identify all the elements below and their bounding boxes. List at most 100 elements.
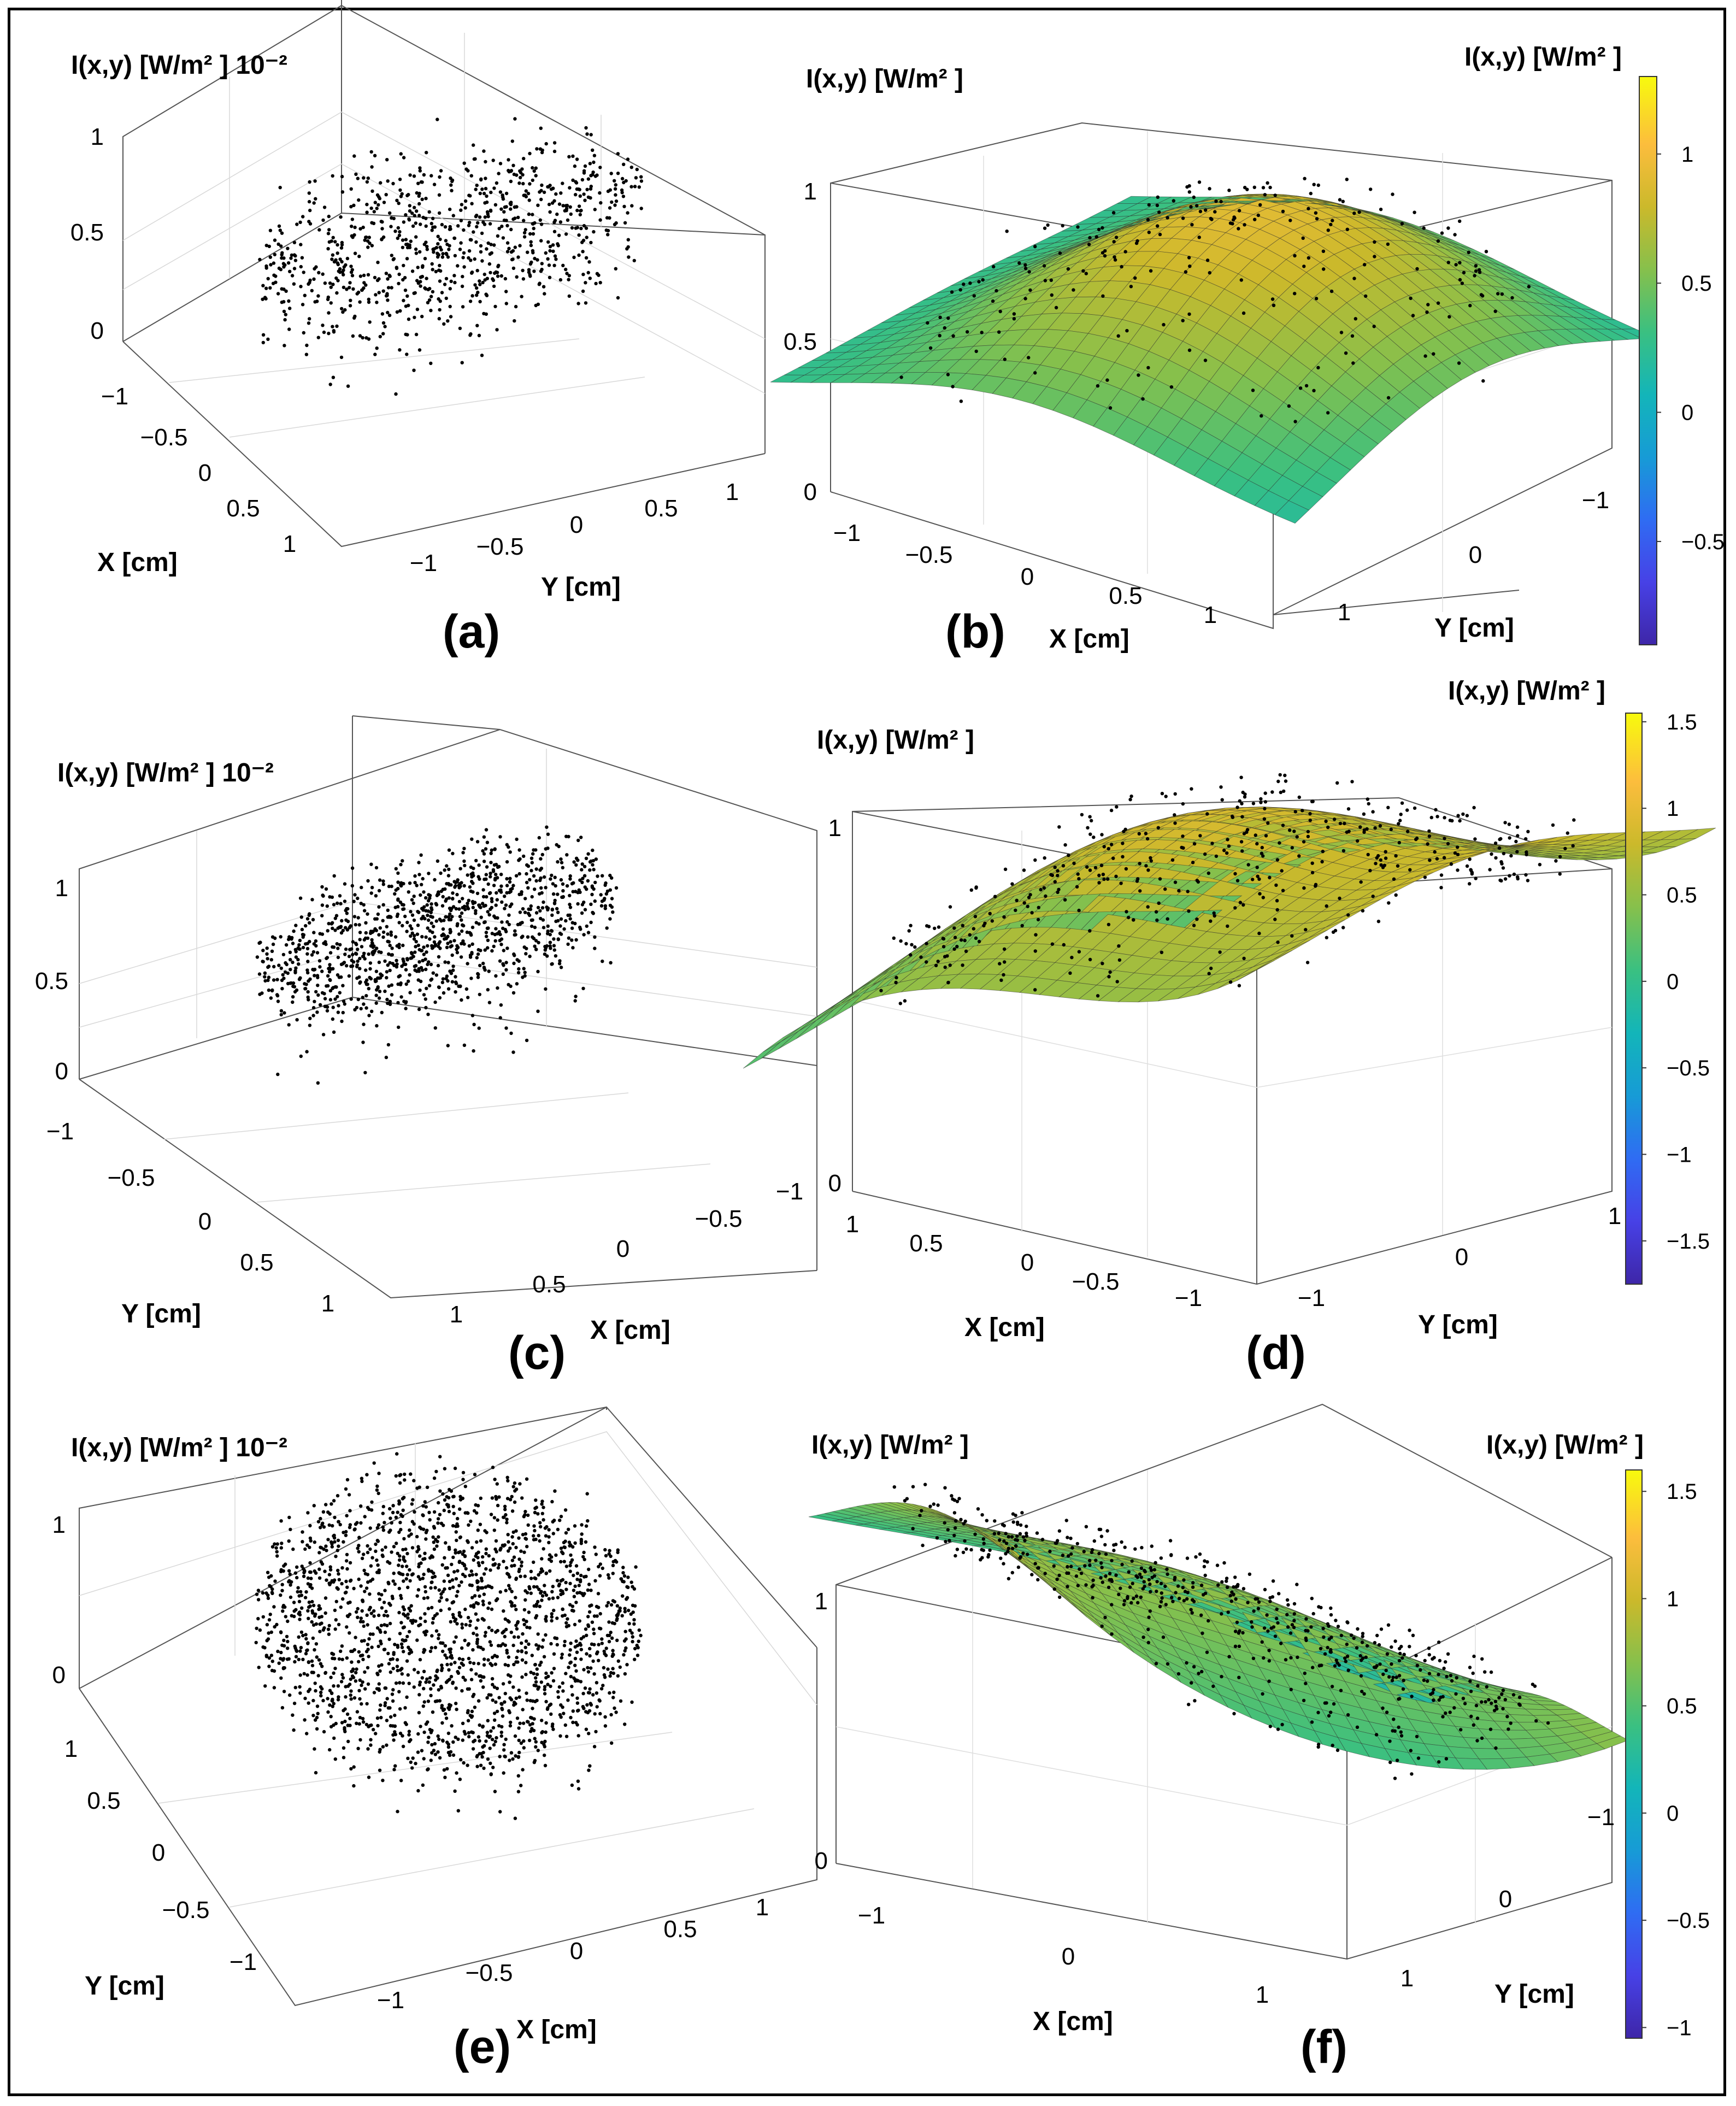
scatter-point <box>1115 805 1119 809</box>
scatter-point <box>447 848 451 852</box>
scatter-point <box>1456 845 1460 849</box>
scatter-point <box>1510 296 1514 300</box>
scatter-point <box>431 1535 435 1539</box>
scatter-point <box>350 217 355 221</box>
scatter-point <box>353 893 357 897</box>
scatter-point <box>1436 301 1440 305</box>
scatter-point <box>1173 792 1177 796</box>
scatter-point <box>616 152 620 156</box>
xtick-c-1: 0.5 <box>532 1271 566 1298</box>
scatter-point <box>1057 825 1061 829</box>
scatter-point <box>608 188 613 192</box>
scatter-point <box>546 240 550 244</box>
scatter-point <box>623 1649 627 1653</box>
scatter-point <box>1014 908 1017 913</box>
scatter-point <box>1072 288 1075 292</box>
scatter-point <box>1468 882 1472 886</box>
scatter-point <box>1554 859 1558 863</box>
scatter-point <box>1525 852 1528 857</box>
scatter-point <box>451 1680 455 1684</box>
scatter-point <box>559 966 563 969</box>
scatter-point <box>1129 285 1133 289</box>
scatter-point <box>1023 267 1028 270</box>
scatter-point <box>381 879 385 883</box>
colorbar-title-d: I(x,y) [W/m² ] <box>1448 676 1605 705</box>
scatter-point <box>395 965 399 969</box>
scatter-point <box>423 1619 427 1623</box>
scatter-point <box>952 926 956 930</box>
scatter-point <box>399 1642 404 1646</box>
scatter-point <box>610 897 614 901</box>
scatter-point <box>603 897 607 901</box>
panel-label-d: (d) <box>1246 1327 1306 1379</box>
ytick-a-2: 0 <box>570 511 583 538</box>
scatter-point <box>333 240 337 244</box>
scatter-point <box>392 1572 396 1575</box>
scatter-point <box>490 949 494 953</box>
scatter-point <box>1147 203 1151 207</box>
scatter-point <box>1017 261 1021 265</box>
scatter-point <box>1427 829 1431 833</box>
scatter-point <box>383 959 387 963</box>
scatter-point <box>454 980 458 984</box>
scatter-point <box>423 1500 427 1504</box>
scatter-point <box>538 1604 542 1608</box>
scatter-point <box>635 167 639 172</box>
scatter-point <box>323 1611 327 1615</box>
scatter-point <box>1572 818 1576 822</box>
scatter-point <box>344 263 348 267</box>
scatter-point <box>601 874 604 878</box>
scatter-point <box>469 976 473 980</box>
scatter-point <box>315 299 319 303</box>
scatter-point <box>499 1003 503 1007</box>
scatter-point <box>451 1585 455 1589</box>
scatter-point <box>360 945 364 949</box>
scatter-point <box>375 1558 379 1562</box>
scatter-point <box>445 243 449 246</box>
scatter-point <box>287 327 291 331</box>
scatter-point <box>264 266 268 270</box>
scatter-point <box>476 948 480 952</box>
colorbar-tick-label: −1 <box>1667 1143 1692 1167</box>
scatter-point <box>337 1578 341 1581</box>
scatter-point <box>462 228 466 232</box>
scatter-point <box>547 1597 551 1601</box>
scatter-point <box>412 937 416 941</box>
scatter-point <box>981 278 985 282</box>
scatter-point <box>1302 264 1306 268</box>
scatter-point <box>501 1631 504 1635</box>
scatter-point <box>1284 779 1288 783</box>
scatter-point <box>1394 854 1398 858</box>
scatter-point <box>296 957 300 962</box>
scatter-point <box>472 230 475 234</box>
scatter-point <box>363 957 367 961</box>
scatter-point <box>484 1551 488 1556</box>
scatter-point <box>1341 849 1346 853</box>
scatter-point <box>1109 808 1114 813</box>
scatter-point <box>558 220 563 224</box>
scatter-point <box>630 204 634 208</box>
scatter-point <box>387 884 391 889</box>
scatter-point <box>544 142 548 146</box>
scatter-point <box>443 283 447 286</box>
scatter-point <box>449 279 453 283</box>
scatter-point <box>492 186 496 190</box>
scatter-point <box>386 932 390 936</box>
scatter-point <box>1460 281 1464 285</box>
scatter-point <box>345 287 349 291</box>
scatter-point <box>526 911 531 915</box>
scatter-point <box>333 1627 337 1631</box>
xtick-a-3: 0.5 <box>226 495 260 522</box>
scatter-point <box>1246 863 1250 867</box>
scatter-point <box>559 932 563 936</box>
scatter-point <box>322 330 326 334</box>
scatter-point <box>451 968 455 972</box>
scatter-point <box>467 256 470 260</box>
scatter-point <box>570 226 574 230</box>
scatter-point <box>368 241 372 245</box>
scatter-point <box>308 180 311 184</box>
scatter-point <box>452 939 456 943</box>
scatter-point <box>479 1763 483 1767</box>
scatter-point <box>431 931 434 934</box>
scatter-point <box>314 1612 317 1616</box>
